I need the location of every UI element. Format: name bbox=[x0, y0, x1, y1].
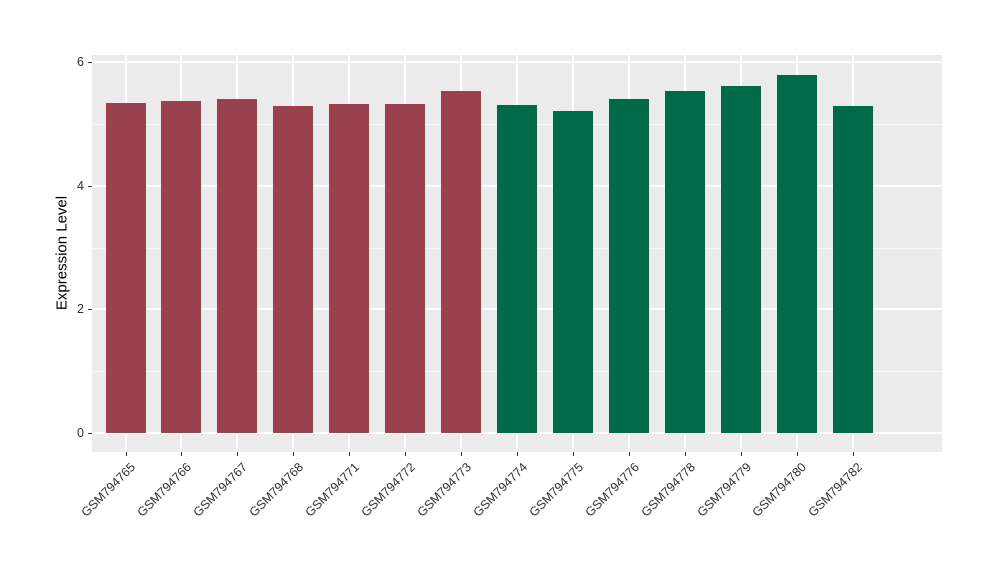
bar-GSM794780 bbox=[777, 74, 817, 433]
x-tick-label-GSM794768: GSM794768 bbox=[246, 460, 307, 520]
x-tick-mark bbox=[684, 452, 686, 456]
y-tick-label: 6 bbox=[77, 55, 84, 70]
y-axis-title: Expression Level bbox=[53, 195, 71, 311]
gridline-horizontal-major bbox=[92, 432, 942, 434]
x-tick-label-GSM794775: GSM794775 bbox=[526, 460, 586, 520]
bar-GSM794778 bbox=[665, 90, 705, 433]
bar-GSM794776 bbox=[609, 99, 649, 433]
bar-GSM794767 bbox=[217, 98, 257, 433]
x-tick-label-GSM794774: GSM794774 bbox=[470, 460, 530, 520]
x-tick-label-GSM794771: GSM794771 bbox=[302, 460, 363, 520]
bar-GSM794766 bbox=[161, 100, 201, 433]
y-tick-mark bbox=[88, 433, 92, 434]
x-tick-mark bbox=[461, 452, 463, 456]
y-tick-label: 0 bbox=[77, 426, 84, 440]
x-tick-mark bbox=[125, 452, 127, 456]
x-tick-mark bbox=[405, 452, 407, 456]
x-tick-label-GSM794772: GSM794772 bbox=[358, 460, 419, 520]
bar-GSM794774 bbox=[497, 105, 537, 433]
bar-GSM794765 bbox=[106, 102, 146, 433]
x-tick-label-GSM794778: GSM794778 bbox=[638, 460, 698, 520]
x-tick-label-GSM794766: GSM794766 bbox=[134, 460, 195, 520]
bar-GSM794773 bbox=[441, 91, 481, 433]
x-tick-mark bbox=[740, 452, 742, 456]
x-tick-mark bbox=[852, 452, 854, 456]
bar-GSM794782 bbox=[833, 106, 873, 433]
y-tick-mark bbox=[88, 309, 92, 311]
plot-panel bbox=[92, 55, 942, 452]
bar-GSM794771 bbox=[329, 104, 369, 433]
bar-GSM794775 bbox=[553, 111, 593, 433]
x-tick-mark bbox=[628, 452, 630, 456]
bar-GSM794779 bbox=[721, 86, 761, 433]
x-tick-label-GSM794776: GSM794776 bbox=[582, 460, 642, 520]
y-tick-label: 2 bbox=[77, 302, 84, 317]
x-tick-mark bbox=[237, 452, 239, 456]
y-tick-mark bbox=[88, 62, 92, 64]
x-tick-mark bbox=[349, 452, 351, 456]
x-tick-mark bbox=[572, 452, 574, 456]
x-tick-mark bbox=[517, 452, 518, 456]
x-tick-mark bbox=[181, 452, 183, 456]
bar-GSM794768 bbox=[273, 106, 313, 433]
x-tick-mark bbox=[293, 452, 295, 456]
x-tick-label-GSM794779: GSM794779 bbox=[694, 460, 754, 520]
y-tick-label: 4 bbox=[77, 178, 84, 193]
x-tick-label-GSM794780: GSM794780 bbox=[749, 460, 810, 520]
x-tick-label-GSM794782: GSM794782 bbox=[805, 460, 866, 520]
bar-GSM794772 bbox=[385, 104, 425, 433]
x-tick-label-GSM794767: GSM794767 bbox=[190, 460, 251, 520]
x-tick-label-GSM794773: GSM794773 bbox=[414, 460, 474, 520]
x-tick-mark bbox=[796, 452, 798, 456]
y-tick-mark bbox=[88, 185, 92, 187]
x-tick-label-GSM794765: GSM794765 bbox=[78, 460, 139, 520]
gridline-horizontal-major bbox=[92, 61, 942, 64]
